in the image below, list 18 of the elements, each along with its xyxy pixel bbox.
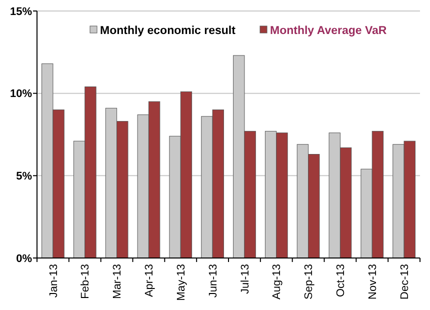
y-tick-label: 10% — [10, 88, 32, 100]
x-tick-label: Dec-13 — [398, 264, 411, 300]
x-tick-label: Nov-13 — [366, 264, 379, 300]
x-tick-label: Mar-13 — [112, 264, 124, 299]
legend-label: Monthly Average VaR — [270, 25, 388, 38]
y-tick-label: 0% — [16, 252, 32, 265]
x-tick-label: Jun-13 — [207, 264, 220, 298]
legend-label: Monthly economic result — [100, 25, 236, 38]
y-tick-label: 15% — [10, 6, 32, 18]
x-tick-label: Apr-13 — [144, 264, 156, 298]
x-tick-label: Sep-13 — [303, 264, 316, 300]
x-tick-label: Oct-13 — [335, 264, 348, 298]
x-tick-label: Jul-13 — [239, 264, 252, 294]
y-tick-label: 5% — [16, 170, 32, 183]
x-tick-label: Aug-13 — [271, 264, 284, 300]
x-tick-label: Feb-13 — [80, 264, 92, 299]
x-tick-label: May-13 — [175, 264, 188, 301]
x-tick-label: Jan-13 — [48, 264, 60, 298]
